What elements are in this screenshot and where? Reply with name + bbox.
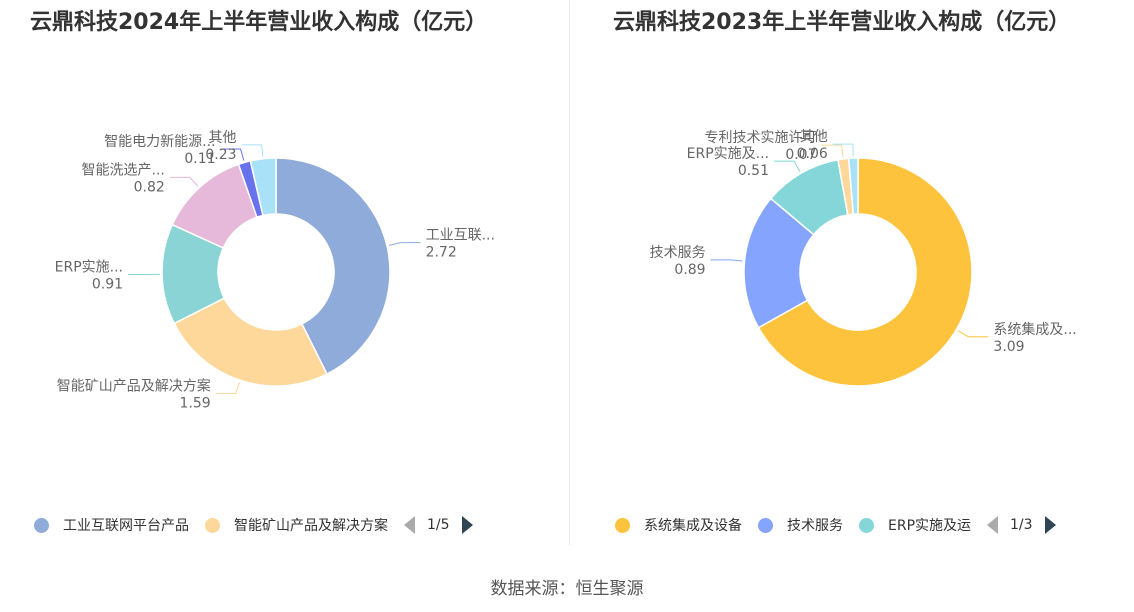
panel-divider (569, 0, 570, 545)
slice-label: ERP实施... (55, 260, 123, 276)
slice-value: 3.09 (993, 339, 1024, 355)
next-page-icon[interactable] (461, 516, 473, 534)
leader-line (774, 160, 801, 172)
slice-value: 0.06 (797, 146, 828, 162)
legend-item[interactable]: 工业互联网平台产品 (34, 515, 189, 535)
chart-title: 云鼎科技2024年上半年营业收入构成（亿元） (30, 10, 488, 35)
legend-label: ERP实施及运 (888, 518, 972, 534)
leader-line (710, 259, 743, 262)
leader-line (169, 176, 199, 187)
prev-page-icon[interactable] (404, 516, 415, 534)
slice-label: 专利技术实施许可 (705, 130, 817, 146)
legend-page-indicator: 1/5 (427, 517, 450, 533)
leader-line (957, 330, 989, 338)
leader-line (241, 144, 264, 157)
legend-item[interactable]: 技术服务 (758, 515, 843, 535)
slice-label: 智能电力新能源... (104, 134, 215, 150)
legend-pager: 1/3 (987, 516, 1056, 534)
slice-value: 0.89 (674, 262, 705, 278)
legend-swatch (205, 517, 220, 533)
slice-label: ERP实施及... (687, 146, 769, 162)
slice-label: 其他 (800, 129, 828, 145)
chart-title: 云鼎科技2023年上半年营业收入构成（亿元） (613, 10, 1071, 35)
slice-value: 0.11 (184, 151, 215, 167)
data-source-note: 数据来源：恒生聚源 (490, 579, 644, 599)
legend-swatch (615, 517, 630, 533)
donut-slice[interactable] (757, 157, 973, 387)
leader-line (388, 242, 421, 246)
leader-line (821, 144, 844, 158)
legend-label: 系统集成及设备 (644, 518, 742, 534)
slice-value: 0.91 (92, 277, 123, 293)
leader-line (220, 148, 245, 161)
legend-label: 智能矿山产品及解决方案 (234, 518, 388, 534)
slice-value: 0.23 (205, 147, 236, 163)
slice-value: 2.72 (426, 245, 457, 261)
legend-swatch (758, 517, 773, 533)
legend-pager: 1/5 (404, 516, 473, 534)
slice-label: 工业互联... (426, 228, 495, 244)
slice-label: 其他 (209, 130, 237, 146)
donut-slice[interactable] (173, 297, 328, 387)
slice-value: 1.59 (180, 395, 211, 411)
slice-label: 智能矿山产品及解决方案 (57, 377, 211, 394)
legend-page-indicator: 1/3 (1010, 517, 1033, 533)
leader-line (215, 381, 240, 394)
legend-label: 工业互联网平台产品 (63, 518, 189, 534)
slice-label: 技术服务 (650, 245, 706, 261)
slice-value: 0.82 (134, 179, 165, 195)
legend-item[interactable]: ERP实施及运 (859, 515, 971, 535)
legend-label: 技术服务 (787, 518, 843, 534)
slice-value: 0.07 (785, 147, 816, 163)
next-page-icon[interactable] (1044, 516, 1056, 534)
chart-legend: 工业互联网平台产品 智能矿山产品及解决方案 1/5 (34, 512, 473, 538)
donut-slice[interactable] (847, 157, 859, 216)
donut-slice[interactable] (275, 157, 391, 376)
chart-panel-2024: 云鼎科技2024年上半年营业收入构成（亿元） 工业互联... 2.72 智能矿山产品… (0, 0, 567, 560)
slice-label: 智能洗选产... (81, 162, 164, 178)
legend-swatch (34, 517, 49, 533)
legend-item[interactable]: 系统集成及设备 (615, 515, 742, 535)
slice-value: 0.51 (738, 163, 769, 179)
legend-swatch (859, 517, 874, 533)
leader-line (832, 143, 854, 157)
slice-label: 系统集成及... (993, 321, 1076, 338)
chart-legend: 系统集成及设备 技术服务 ERP实施及运 1/3 (615, 512, 1056, 538)
prev-page-icon[interactable] (987, 516, 999, 534)
legend-item[interactable]: 智能矿山产品及解决方案 (205, 515, 388, 535)
donut-slice[interactable] (249, 157, 277, 217)
chart-panel-2023: 云鼎科技2023年上半年营业收入构成（亿元） 系统集成及... 3.09 技术服务 0… (567, 0, 1134, 560)
